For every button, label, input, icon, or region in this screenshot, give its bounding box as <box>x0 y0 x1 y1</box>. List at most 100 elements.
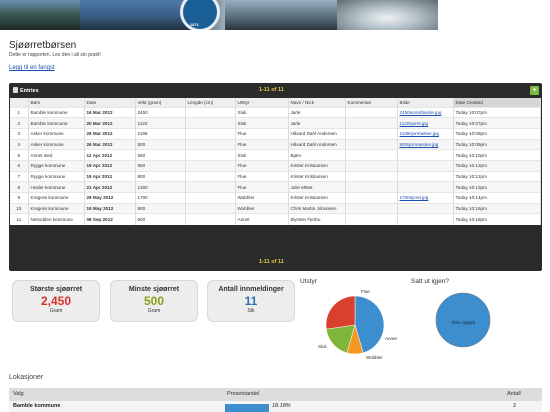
cell-kommentar <box>345 106 398 118</box>
stat-smallest-title: Minste sjøørret <box>128 286 180 293</box>
col-bors[interactable]: Børs <box>28 98 85 107</box>
cell-bors: Bamble kommune <box>28 117 85 129</box>
col-lengde[interactable]: Lengde (cm) <box>185 98 236 107</box>
cell-utstyr: Sluk <box>235 117 289 129</box>
entries-panel: Entries 1-11 of 11 + Børs Date Vekt (gra… <box>9 83 542 271</box>
cell-bors: Asker kommune <box>28 138 85 150</box>
cell-navn: Jarle <box>288 117 346 129</box>
stat-largest-unit: Gram <box>49 308 63 314</box>
table-row[interactable]: 10 Kragerø kommune 19 May 2012 800 Wobbler Ch… <box>10 202 541 214</box>
image-link[interactable]: 1700sjoret.jpg <box>399 195 429 201</box>
stat-count-title: Antall innmeldinger <box>218 286 284 293</box>
cell-lengde <box>185 106 236 118</box>
cell-bors: Bamble kommune <box>28 106 85 118</box>
table-row[interactable]: 7 Rygge kommune 19 Apr 2012 800 Flue Krister … <box>10 170 541 182</box>
cell-navn: Krister Kristiansen <box>288 159 346 172</box>
image-link[interactable]: 2450sorretbamle.jpg <box>399 109 442 115</box>
location-percent: 18.18% <box>272 403 291 409</box>
cell-vekt: 1300 <box>135 181 186 193</box>
cell-navn: Bjørn <box>288 149 346 161</box>
cell-lengde <box>185 117 236 129</box>
pagination-count-bottom: 1-11 of 11 <box>259 259 284 265</box>
cell-kommentar <box>345 159 398 172</box>
cell-utstyr: Sluk <box>235 149 289 161</box>
col-navn[interactable]: Navn / Nick <box>288 98 346 107</box>
cell-vekt: 800 <box>135 170 186 182</box>
cell-vekt: 2450 <box>135 106 186 118</box>
table-row[interactable]: 8 Hvaler kommune 21 Apr 2012 1300 Flue Julie … <box>10 181 541 193</box>
cell-utstyr: Flue <box>235 170 289 182</box>
cell-utstyr: Sluk <box>235 106 289 118</box>
cell-bilde: 500sjorretasker.jpg <box>397 138 454 150</box>
cell-bors: Kragerø kommune <box>28 192 85 204</box>
cell-vekt: 1120 <box>135 117 186 129</box>
entries-label: Entries <box>20 88 39 94</box>
pie-slice-flue <box>354 295 385 354</box>
cell-bilde <box>397 170 454 182</box>
locations-col-prosent[interactable]: Prosentandel <box>227 391 260 397</box>
pie-label-annet: Annet <box>385 336 397 341</box>
cell-utstyr: Flue <box>235 159 289 172</box>
cell-vekt: 1700 <box>135 192 186 204</box>
col-index[interactable] <box>10 98 29 107</box>
cell-date: 21 Apr 2012 <box>84 181 136 193</box>
table-row[interactable]: 5 Annet sted 12 Apr 2012 550 Sluk Bjørn Today … <box>10 149 541 161</box>
table-row[interactable]: 2 Bamble kommune 20 Mar 2012 1120 Sluk Jarle 1… <box>10 117 541 129</box>
cell-navn: Øystein Fjerbu <box>288 213 346 225</box>
cell-created: Today 10:07pm <box>453 106 541 118</box>
col-kommentar[interactable]: Kommentar <box>345 98 398 107</box>
cell-index: 4 <box>10 138 29 150</box>
table-row[interactable]: 1 Bamble kommune 16 Mar 2012 2450 Sluk Jarle 2… <box>10 106 541 118</box>
col-date[interactable]: Date <box>84 98 136 107</box>
table-row[interactable]: 9 Kragerø kommune 29 May 2012 1700 Wobbler Kr… <box>10 192 541 204</box>
add-catch-link[interactable]: Legg til en fangst <box>9 65 55 71</box>
col-vekt[interactable]: Vekt (gram) <box>135 98 186 107</box>
locations-header: Valg Prosentandel Antall <box>9 388 542 401</box>
utstyr-pie-chart <box>325 295 385 355</box>
cell-bilde: 1120sjoret.jpg <box>397 117 454 129</box>
stat-count-unit: Stk <box>247 308 255 314</box>
locations-title: Lokasjoner <box>9 374 44 381</box>
table-row[interactable]: 3 Asker kommune 26 Mar 2012 1198 Flue Håvard … <box>10 127 541 140</box>
cell-index: 11 <box>10 213 29 225</box>
image-link[interactable]: 1120sjoret.jpg <box>399 120 429 126</box>
banner-photo-3 <box>225 0 337 30</box>
image-link[interactable]: 1198sjoretasker.jpg <box>399 131 440 137</box>
cell-created: Today 10:12pm <box>453 159 541 172</box>
table-row[interactable]: 4 Asker kommune 26 Mar 2012 500 Flue Håvard D… <box>10 138 541 150</box>
col-utstyr[interactable]: Utstyr <box>235 98 289 107</box>
cell-created: Today 10:08pm <box>453 127 541 140</box>
cell-index: 9 <box>10 192 29 204</box>
col-bilde[interactable]: Bilde <box>397 98 454 107</box>
pie-label-wobbler: Wobbler <box>366 355 383 360</box>
page-title: Sjøørretbørsen <box>9 40 77 51</box>
entries-title: Entries <box>13 87 39 94</box>
satt-pie-chart <box>435 292 491 348</box>
cell-kommentar <box>345 117 398 129</box>
banner-photo-2 <box>80 0 195 30</box>
cell-bors: Annet sted <box>28 149 85 161</box>
stat-smallest-unit: Gram <box>147 308 161 314</box>
cell-navn: Jarle <box>288 106 346 118</box>
col-date-created[interactable]: Date Created <box>453 98 541 107</box>
cell-date: 12 Apr 2012 <box>84 149 136 161</box>
cell-bilde <box>397 149 454 161</box>
pagination-count-top: 1-11 of 11 <box>259 87 284 93</box>
locations-col-valg[interactable]: Valg <box>13 391 24 397</box>
cell-index: 7 <box>10 170 29 182</box>
page-subtitle: Dette er rapporten. Les den i all sin pr… <box>9 52 101 58</box>
cell-kommentar <box>345 192 398 204</box>
add-entry-button[interactable]: + <box>530 86 539 95</box>
cell-kommentar <box>345 170 398 182</box>
table-row[interactable]: 6 Rygge kommune 19 Apr 2012 650 Flue Krister … <box>10 159 541 172</box>
table-row[interactable]: 11 Nesodden kommune 06 Sep 2012 500 Annet Øys… <box>10 213 541 225</box>
entries-table-body: 1 Bamble kommune 16 Mar 2012 2450 Sluk Jarle 2… <box>10 106 541 225</box>
cell-utstyr: Flue <box>235 138 289 150</box>
image-link[interactable]: 500sjorretasker.jpg <box>399 141 439 147</box>
location-count: 2 <box>513 403 517 409</box>
cell-date: 29 May 2012 <box>84 192 136 204</box>
locations-col-antall[interactable]: Antall <box>507 391 521 397</box>
cell-utstyr: Annet <box>235 213 289 225</box>
pie-slice-sluk <box>325 295 356 330</box>
locations-row: Bamble kommune 18.18% 2 <box>9 401 542 412</box>
